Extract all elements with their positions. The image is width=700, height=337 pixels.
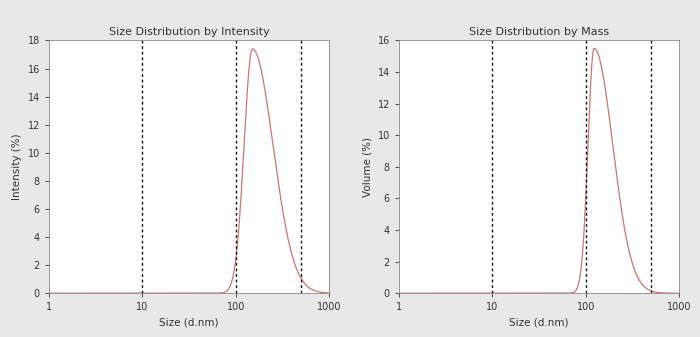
- Y-axis label: Volume (%): Volume (%): [362, 137, 372, 197]
- X-axis label: Size (d.nm): Size (d.nm): [160, 318, 218, 328]
- Y-axis label: Intensity (%): Intensity (%): [12, 133, 22, 200]
- Title: Size Distribution by Mass: Size Distribution by Mass: [469, 27, 609, 37]
- Title: Size Distribution by Intensity: Size Distribution by Intensity: [108, 27, 270, 37]
- X-axis label: Size (d.nm): Size (d.nm): [510, 318, 568, 328]
